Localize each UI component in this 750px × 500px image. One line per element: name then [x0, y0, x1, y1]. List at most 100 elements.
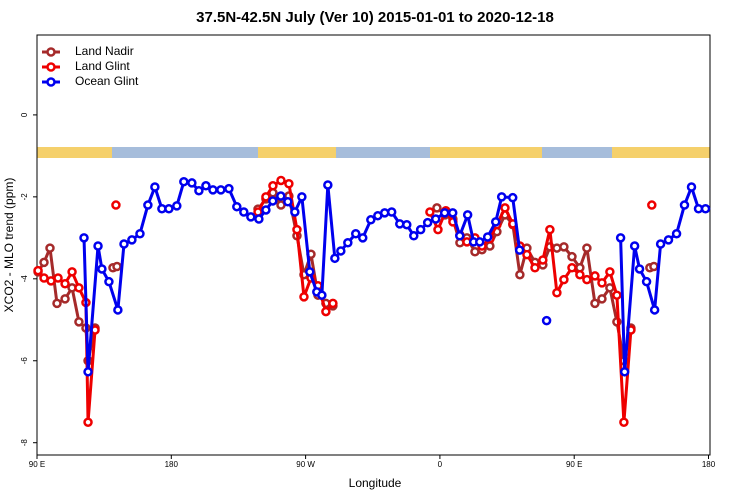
data-point [559, 274, 569, 285]
y-tick-label: -8 [20, 439, 29, 447]
x-tick-label: 180 [165, 460, 179, 469]
data-point [439, 208, 450, 218]
data-point [402, 219, 412, 230]
data-point [649, 305, 660, 315]
y-tick-label: -6 [20, 357, 29, 365]
data-point [97, 264, 107, 274]
data-point [60, 278, 70, 289]
data-point [686, 182, 697, 192]
data-point [164, 203, 174, 214]
data-point [462, 210, 473, 220]
data-point [330, 253, 340, 264]
legend-label: Land Glint [75, 59, 130, 73]
data-point [268, 196, 278, 206]
data-point [45, 243, 55, 253]
legend-marker [46, 77, 56, 87]
data-point [323, 180, 333, 190]
data-point [538, 255, 548, 265]
data-point [455, 231, 465, 241]
data-point [447, 208, 458, 218]
data-point [605, 267, 615, 277]
data-point [700, 203, 711, 214]
x-tick-label: 180 [702, 460, 716, 469]
data-point [283, 197, 293, 207]
data-point [194, 185, 204, 196]
data-point [305, 267, 315, 277]
data-point [179, 176, 189, 187]
data-point [119, 239, 129, 249]
series-line [38, 180, 652, 422]
data-point [612, 290, 622, 300]
plot-frame [36, 34, 711, 456]
data-point [33, 265, 43, 276]
data-point [507, 192, 518, 203]
data-point [299, 292, 309, 302]
data-point [530, 262, 540, 273]
data-point [52, 298, 62, 309]
data-point [432, 203, 442, 213]
data-point [671, 228, 682, 239]
data-point [474, 237, 485, 247]
legend-label: Land Nadir [75, 44, 134, 58]
data-point [433, 224, 443, 235]
data-point [582, 243, 592, 253]
data-point [187, 178, 197, 188]
data-point [522, 249, 532, 260]
data-point [239, 207, 249, 217]
data-point [430, 214, 441, 224]
legend: Land Nadir Land Glint Ocean Glint [42, 44, 139, 88]
data-point [113, 305, 123, 315]
data-point [552, 287, 562, 298]
data-point [83, 417, 93, 427]
map-strip [37, 147, 710, 158]
y-tick-label: -4 [20, 275, 29, 283]
data-point [619, 367, 630, 377]
data-point [143, 200, 153, 210]
data-point [79, 233, 89, 243]
data-point [641, 276, 652, 287]
data-point [104, 276, 114, 287]
data-point [485, 241, 495, 251]
data-point [575, 269, 585, 280]
data-point [425, 207, 435, 217]
data-point [284, 178, 294, 189]
data-point [605, 283, 615, 293]
data-point [216, 185, 226, 195]
data-point [409, 231, 419, 241]
data-point [350, 228, 361, 239]
data-point [496, 192, 507, 202]
data-point [629, 241, 640, 251]
data-point [619, 417, 629, 427]
data-point [515, 269, 525, 280]
data-point [490, 217, 501, 227]
data-point [292, 224, 302, 235]
data-point [541, 315, 552, 326]
data-point [208, 185, 218, 195]
data-point [590, 271, 600, 281]
data-point [67, 267, 77, 277]
data-point [545, 224, 555, 235]
data-point [39, 257, 49, 268]
data-point [135, 228, 145, 239]
data-point [597, 278, 607, 288]
y-tick-label: -2 [20, 193, 29, 201]
data-point [111, 200, 121, 210]
data-point [60, 294, 70, 304]
data-point [53, 273, 63, 283]
data-point [246, 212, 256, 222]
data-point [290, 207, 300, 217]
legend-marker [46, 47, 56, 57]
data-point [83, 367, 93, 377]
data-point [415, 224, 426, 235]
legend-label: Ocean Glint [75, 74, 139, 88]
data-point [74, 317, 84, 327]
legend-marker [46, 62, 56, 72]
data-point [679, 200, 690, 210]
x-tick-label: 90 W [296, 460, 315, 469]
chart-title: 37.5N-42.5N July (Ver 10) 2015-01-01 to … [196, 9, 554, 26]
data-point [343, 237, 353, 248]
data-point [663, 235, 674, 245]
data-point [567, 262, 577, 273]
x-tick-label: 90 E [29, 460, 45, 469]
